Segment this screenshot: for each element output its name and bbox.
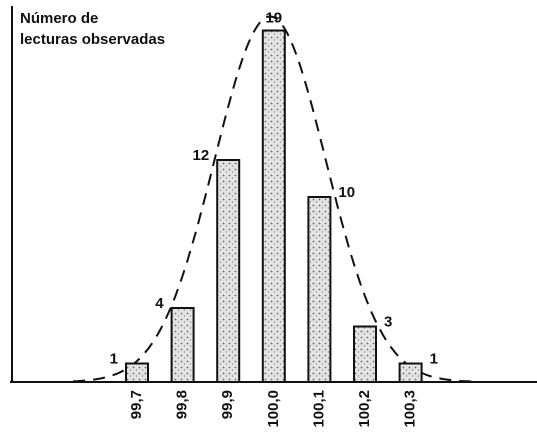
data-label: 1 <box>110 350 118 367</box>
bar <box>125 362 149 383</box>
data-label: 19 <box>265 9 282 26</box>
data-label: 10 <box>338 184 355 201</box>
x-tick-label: 99,7 <box>128 390 145 419</box>
data-label: 3 <box>384 313 392 330</box>
bar <box>170 307 195 383</box>
y-axis-label: lecturas observadas <box>20 31 165 48</box>
data-label: 4 <box>155 295 164 312</box>
x-tick-label: 99,9 <box>219 390 236 419</box>
bar <box>216 159 241 383</box>
x-tick-label: 100,3 <box>402 390 419 428</box>
x-tick-label: 100,2 <box>356 390 373 428</box>
bar <box>261 29 286 383</box>
bar <box>398 362 423 383</box>
x-tick-label: 100,0 <box>265 390 282 428</box>
x-tick-label: 99,8 <box>174 390 191 419</box>
x-tick-label: 100,1 <box>310 390 327 428</box>
data-label: 12 <box>193 147 210 164</box>
data-label: 1 <box>430 350 438 367</box>
bar <box>353 325 377 383</box>
y-axis-label: Número de <box>20 10 98 27</box>
bar <box>307 196 332 383</box>
